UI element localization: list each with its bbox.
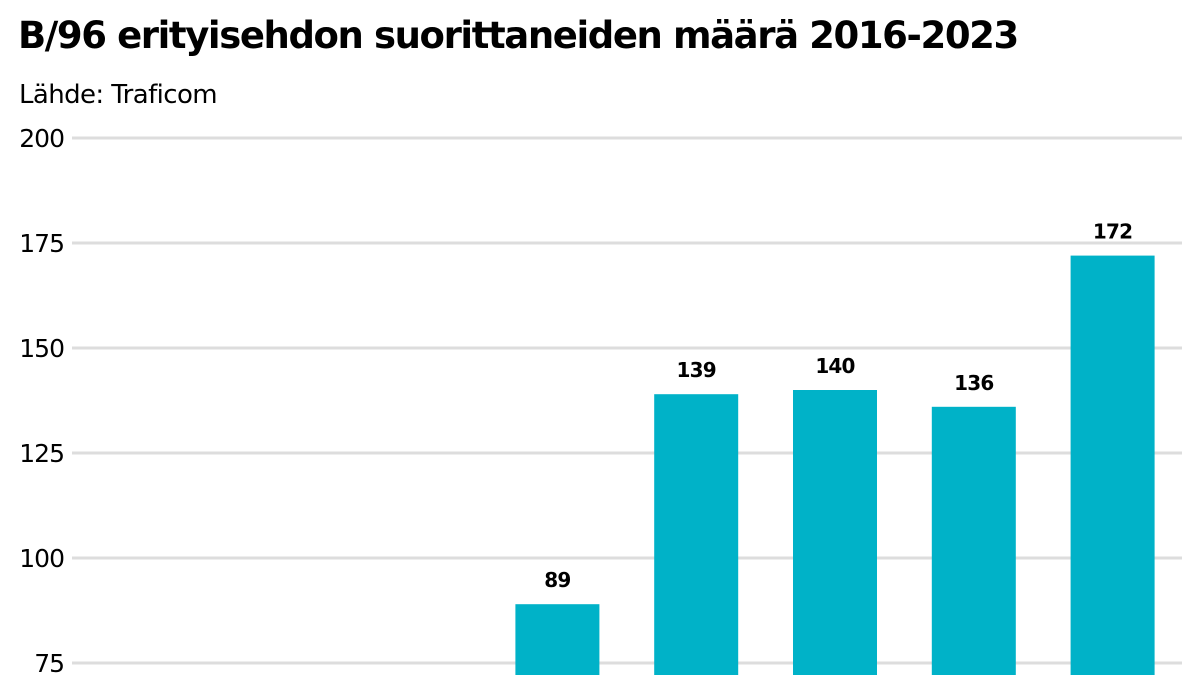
y-axis-tick-labels: 75 100 125 150 175 200 bbox=[19, 124, 65, 675]
bar-2019 bbox=[515, 604, 600, 675]
y-tick-label-200: 200 bbox=[19, 124, 64, 153]
bars bbox=[515, 255, 1155, 675]
y-tick-label-175: 175 bbox=[19, 229, 64, 258]
bar-value-label-2019: 89 bbox=[544, 568, 570, 592]
bar-2020 bbox=[654, 394, 739, 675]
bar-2023 bbox=[1070, 255, 1155, 675]
bar-value-label-2022: 136 bbox=[954, 371, 993, 395]
y-tick-label-100: 100 bbox=[19, 544, 64, 573]
y-tick-label-75: 75 bbox=[34, 649, 64, 675]
chart-source: Lähde: Traficom bbox=[19, 80, 218, 110]
bar-value-label-2020: 139 bbox=[677, 358, 716, 382]
bar-2022 bbox=[931, 406, 1016, 675]
bar-2021 bbox=[793, 390, 877, 675]
chart-title: B/96 erityisehdon suorittaneiden määrä 2… bbox=[18, 14, 1019, 57]
bar-value-label-2023: 172 bbox=[1093, 220, 1132, 244]
y-tick-label-150: 150 bbox=[19, 334, 64, 363]
bar-value-label-2021: 140 bbox=[815, 354, 854, 378]
bar-value-labels: 89 139 140 136 172 bbox=[544, 220, 1133, 593]
y-tick-label-125: 125 bbox=[19, 439, 64, 468]
